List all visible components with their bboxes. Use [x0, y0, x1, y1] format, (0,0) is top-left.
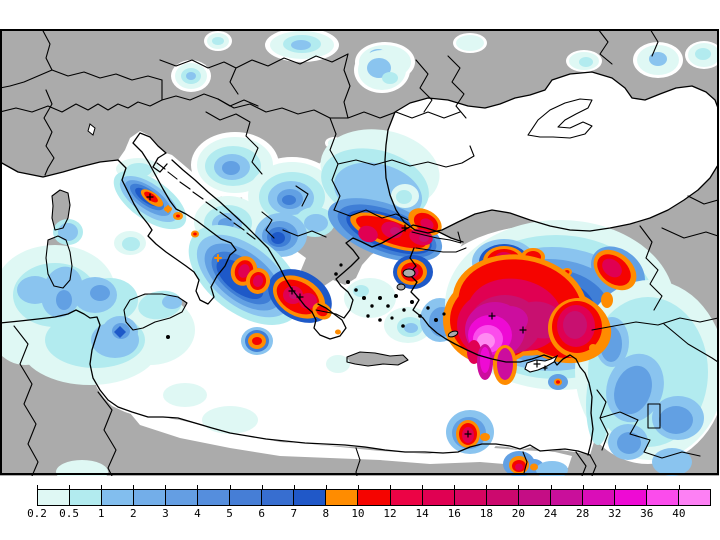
max-markers [146, 193, 548, 438]
colorbar-label: 7 [290, 507, 298, 520]
colorbar-label: 4 [194, 507, 201, 520]
colorbar-tick [165, 485, 167, 489]
colorbar-segment [613, 490, 646, 505]
country-borders [0, 29, 719, 476]
colorbar-segment [325, 490, 358, 505]
colorbar-segment [357, 490, 390, 505]
colorbar-label: 0.5 [59, 507, 80, 520]
colorbar-tick [229, 485, 231, 489]
colorbar-ticks [37, 485, 711, 489]
colorbar-label: 18 [479, 507, 493, 520]
colorbar-label: 20 [511, 507, 526, 520]
colorbar-tick [133, 485, 135, 489]
colorbar-segment [197, 490, 230, 505]
colorbar-tick [486, 485, 488, 489]
colorbar-label: 12 [383, 507, 397, 520]
colorbar-segment [69, 490, 102, 505]
colorbar-tick [422, 485, 424, 489]
colorbar-segment [645, 490, 678, 505]
colorbar-segment [517, 490, 550, 505]
colorbar-segment [581, 490, 614, 505]
colorbar-tick [646, 485, 648, 489]
colorbar-segment [101, 490, 134, 505]
colorbar-label: 8 [322, 507, 330, 520]
colorbar-segment [389, 490, 422, 505]
colorbar-labels: 0.2 0.5 1 2 3 4 5 6 7 8 10 12 14 16 18 20 24 28 32 36 40 [27, 507, 717, 522]
colorbar-tick [261, 485, 263, 489]
colorbar [37, 489, 711, 506]
coastlines [0, 71, 719, 474]
colorbar-tick [454, 485, 456, 489]
colorbar-tick [582, 485, 584, 489]
colorbar-tick [357, 485, 359, 489]
colorbar-tick [197, 485, 199, 489]
colorbar-label: 2 [129, 507, 137, 520]
colorbar-tick [101, 485, 103, 489]
colorbar-segment [293, 490, 326, 505]
colorbar-segment [485, 490, 518, 505]
colorbar-label: 32 [608, 507, 622, 520]
map-frame [0, 29, 719, 476]
colorbar-segment [165, 490, 198, 505]
colorbar-label: 40 [672, 507, 686, 520]
colorbar-tick [293, 485, 295, 489]
colorbar-label: 10 [351, 507, 365, 520]
colorbar-tick [69, 485, 71, 489]
map-svg [0, 29, 719, 476]
colorbar-segment [549, 490, 582, 505]
colorbar-tick [550, 485, 552, 489]
colorbar-tick [325, 485, 327, 489]
colorbar-label: 24 [543, 507, 558, 520]
colorbar-label: 3 [162, 507, 169, 520]
colorbar-segment [421, 490, 454, 505]
colorbar-segment [261, 490, 294, 505]
colorbar-label: 0.2 [27, 507, 47, 520]
colorbar-segment [453, 490, 486, 505]
colorbar-tick [390, 485, 392, 489]
map-border [0, 29, 719, 475]
colorbar-segment [229, 490, 262, 505]
colorbar-tick [678, 485, 680, 489]
colorbar-label: 16 [447, 507, 461, 520]
colorbar-label: 5 [226, 507, 233, 520]
colorbar-tick [518, 485, 520, 489]
colorbar-segment [38, 490, 70, 505]
colorbar-segment [133, 490, 166, 505]
colorbar-tick [37, 485, 38, 489]
colorbar-label: 28 [575, 507, 590, 520]
aegean-islands [166, 263, 446, 339]
colorbar-segment [677, 490, 710, 505]
colorbar-label: 6 [258, 507, 265, 520]
colorbar-tick [614, 485, 616, 489]
colorbar-label: 36 [640, 507, 654, 520]
colorbar-label: 1 [97, 507, 105, 520]
colorbar-label: 14 [415, 507, 429, 520]
